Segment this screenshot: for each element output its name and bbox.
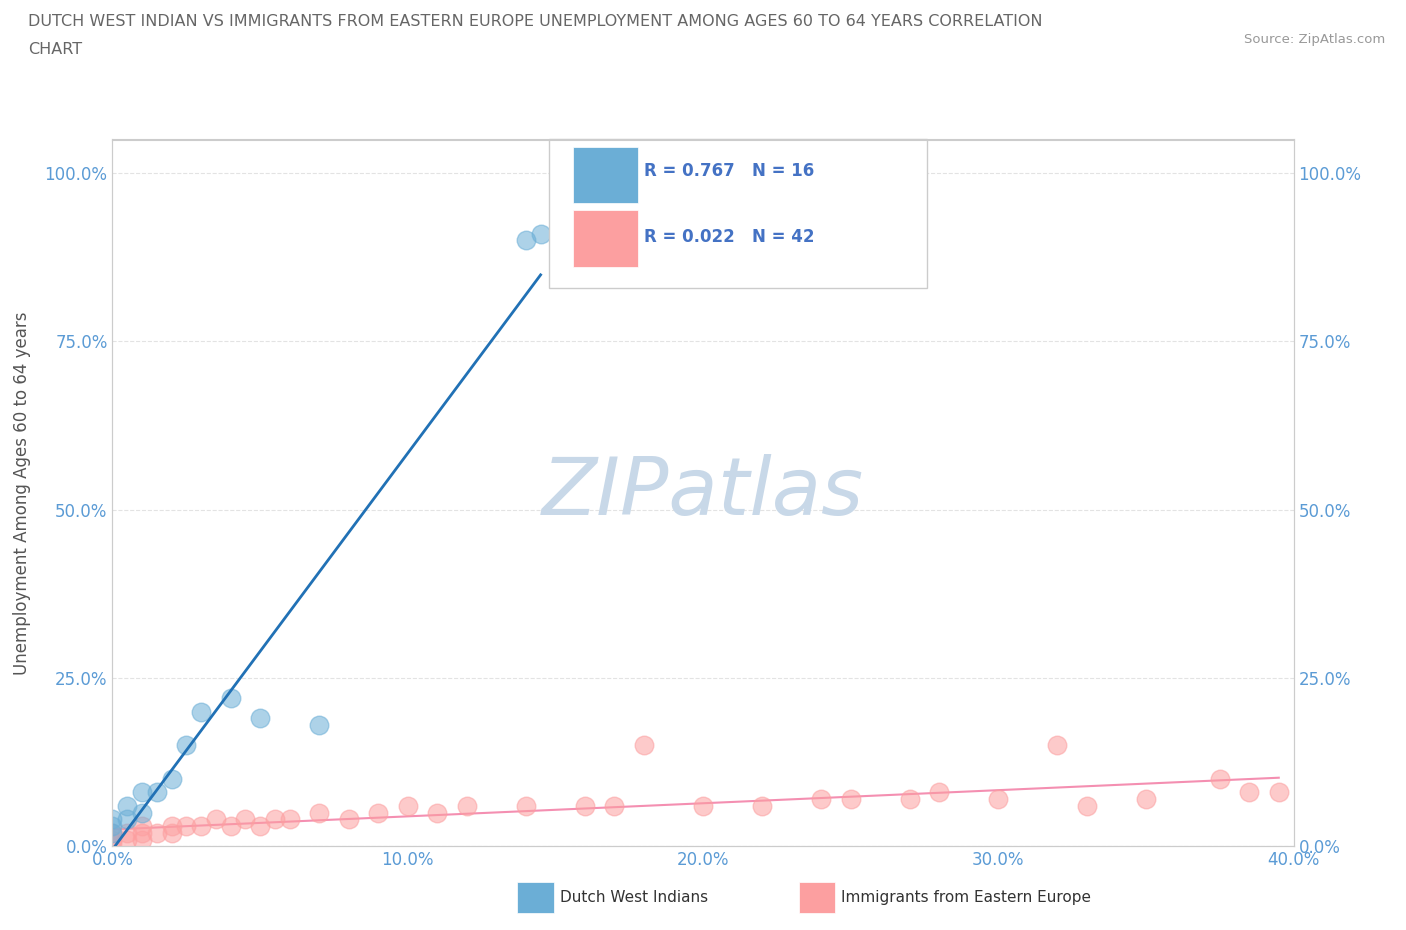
Text: R = 0.022   N = 42: R = 0.022 N = 42 <box>644 228 814 246</box>
Point <box>101 832 124 847</box>
Point <box>117 799 138 814</box>
Point <box>1046 737 1069 752</box>
Point <box>278 812 301 827</box>
Point <box>264 812 287 827</box>
Point <box>692 799 714 814</box>
Point <box>1268 785 1291 800</box>
Point <box>751 799 773 814</box>
Point <box>131 785 153 800</box>
Point <box>146 826 169 841</box>
Point <box>574 799 596 814</box>
Text: ZIPatlas: ZIPatlas <box>541 454 865 532</box>
Point <box>174 818 197 833</box>
Point <box>131 826 153 841</box>
Point <box>633 737 655 752</box>
Text: Source: ZipAtlas.com: Source: ZipAtlas.com <box>1244 33 1385 46</box>
Point <box>515 233 537 248</box>
Point <box>337 812 360 827</box>
Point <box>190 704 212 719</box>
Point <box>1135 791 1157 806</box>
Point <box>898 791 921 806</box>
Point <box>205 812 228 827</box>
Point <box>249 711 271 725</box>
Point <box>603 799 626 814</box>
Point <box>928 785 950 800</box>
Point <box>529 226 551 241</box>
FancyBboxPatch shape <box>574 210 638 267</box>
Point <box>101 818 124 833</box>
Text: CHART: CHART <box>28 42 82 57</box>
Point <box>174 737 197 752</box>
Point <box>810 791 832 806</box>
Point <box>1239 785 1261 800</box>
Point <box>249 818 271 833</box>
Text: Dutch West Indians: Dutch West Indians <box>560 890 707 905</box>
Point <box>101 812 124 827</box>
Point <box>131 805 153 820</box>
Point <box>160 818 183 833</box>
Point <box>219 691 242 706</box>
Text: R = 0.767   N = 16: R = 0.767 N = 16 <box>644 163 814 180</box>
Point <box>987 791 1010 806</box>
Point <box>426 805 449 820</box>
Point <box>233 812 256 827</box>
Point <box>190 818 212 833</box>
Text: Immigrants from Eastern Europe: Immigrants from Eastern Europe <box>841 890 1091 905</box>
Point <box>219 818 242 833</box>
Point <box>146 785 169 800</box>
Point <box>160 772 183 787</box>
Text: DUTCH WEST INDIAN VS IMMIGRANTS FROM EASTERN EUROPE UNEMPLOYMENT AMONG AGES 60 T: DUTCH WEST INDIAN VS IMMIGRANTS FROM EAS… <box>28 14 1043 29</box>
Point <box>515 799 537 814</box>
Point <box>101 826 124 841</box>
Point <box>101 835 124 850</box>
Point <box>117 832 138 847</box>
Point <box>131 832 153 847</box>
Point <box>367 805 389 820</box>
Point <box>117 826 138 841</box>
FancyBboxPatch shape <box>550 140 928 288</box>
Point <box>308 805 330 820</box>
Point <box>308 718 330 733</box>
Point <box>1076 799 1098 814</box>
Point <box>117 812 138 827</box>
Point <box>131 818 153 833</box>
Point <box>1208 772 1232 787</box>
Point <box>101 826 124 841</box>
Point <box>396 799 419 814</box>
FancyBboxPatch shape <box>574 147 638 203</box>
Point <box>839 791 862 806</box>
Point <box>160 826 183 841</box>
Point <box>456 799 478 814</box>
Y-axis label: Unemployment Among Ages 60 to 64 years: Unemployment Among Ages 60 to 64 years <box>13 312 31 674</box>
